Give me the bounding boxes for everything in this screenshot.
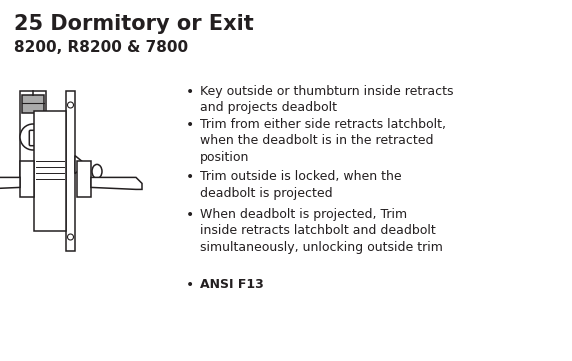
Text: •: •	[186, 85, 194, 99]
Text: •: •	[186, 278, 194, 292]
Bar	[34, 111, 66, 231]
FancyBboxPatch shape	[29, 130, 37, 146]
Text: ANSI F13: ANSI F13	[200, 278, 264, 291]
Polygon shape	[75, 156, 86, 174]
Polygon shape	[0, 177, 20, 190]
Text: •: •	[186, 118, 194, 132]
Text: Trim from either side retracts latchbolt,
when the deadbolt is in the retracted
: Trim from either side retracts latchbolt…	[200, 118, 446, 164]
Text: Key outside or thumbturn inside retracts
and projects deadbolt: Key outside or thumbturn inside retracts…	[200, 85, 454, 114]
Text: When deadbolt is projected, Trim
inside retracts latchbolt and deadbolt
simultan: When deadbolt is projected, Trim inside …	[200, 208, 443, 254]
Circle shape	[67, 102, 73, 108]
Text: •: •	[186, 170, 194, 184]
Polygon shape	[91, 177, 142, 190]
Bar	[77, 161, 91, 197]
Text: 25 Dormitory or Exit: 25 Dormitory or Exit	[14, 14, 254, 34]
Bar	[20, 161, 34, 197]
Text: Trim outside is locked, when the
deadbolt is projected: Trim outside is locked, when the deadbol…	[200, 170, 402, 200]
Ellipse shape	[92, 164, 102, 178]
Circle shape	[67, 234, 73, 240]
Bar	[20, 91, 46, 179]
Text: •: •	[186, 208, 194, 222]
Circle shape	[20, 124, 46, 150]
Bar	[22, 95, 44, 113]
Text: 8200, R8200 & 7800: 8200, R8200 & 7800	[14, 40, 188, 55]
Bar	[66, 91, 75, 251]
